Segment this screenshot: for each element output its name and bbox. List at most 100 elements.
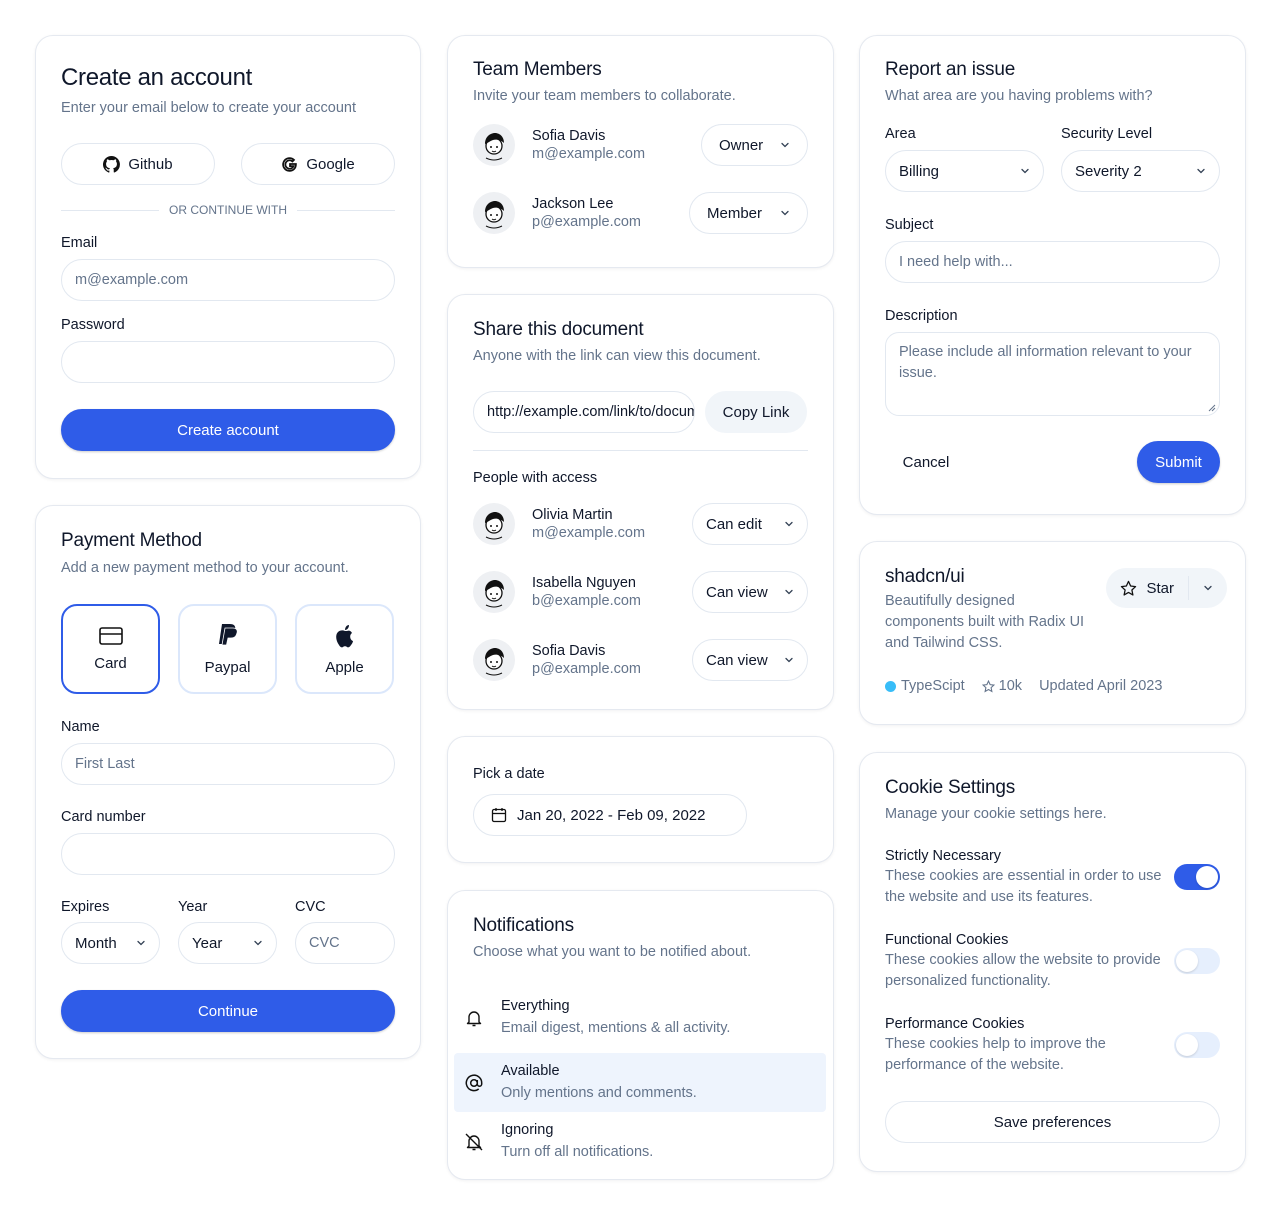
person-email: p@example.com — [532, 661, 642, 677]
password-label: Password — [61, 317, 125, 333]
repo-name[interactable]: shadcn/ui — [885, 566, 965, 587]
create-account-button[interactable]: Create account — [61, 409, 395, 451]
date-range-button[interactable]: Jan 20, 2022 - Feb 09, 2022 — [473, 794, 747, 836]
payment-option-label: Card — [94, 654, 127, 672]
google-button[interactable]: Google — [241, 143, 395, 185]
copy-link-button[interactable]: Copy Link — [705, 391, 807, 433]
access-select[interactable]: Can view — [692, 639, 808, 681]
month-value: Month — [75, 934, 117, 952]
notification-option-everything[interactable]: Everything Email digest, mentions & all a… — [454, 992, 827, 1047]
language-dot — [885, 680, 896, 692]
payment-option-apple[interactable]: Apple — [295, 604, 394, 694]
security-level-label: Security Level — [1061, 126, 1153, 142]
chevron-down-icon — [1203, 583, 1213, 593]
month-select[interactable]: Month — [61, 922, 160, 964]
paypal-icon — [218, 623, 238, 645]
access-value: Can view — [706, 651, 768, 669]
card-title: Payment Method — [61, 530, 202, 551]
share-link-value: http://example.com/link/to/document — [487, 404, 694, 420]
area-label: Area — [885, 126, 916, 142]
github-label: Github — [128, 155, 173, 173]
notification-option-ignoring[interactable]: Ignoring Turn off all notifications. — [454, 1112, 827, 1171]
role-select[interactable]: Member — [689, 192, 808, 234]
notification-option-available[interactable]: Available Only mentions and comments. — [454, 1053, 826, 1112]
member-name: Sofia Davis — [532, 128, 606, 144]
chevron-down-icon — [253, 938, 263, 948]
card-number-input[interactable] — [61, 833, 395, 875]
star-label: Star — [1146, 579, 1174, 597]
cvc-placeholder: CVC — [309, 935, 340, 951]
role-select[interactable]: Owner — [701, 124, 808, 166]
password-input[interactable] — [61, 341, 395, 383]
star-dropdown-button[interactable] — [1189, 583, 1227, 593]
description-placeholder: Please include all information relevant … — [899, 344, 1192, 381]
card-title: Cookie Settings — [885, 777, 1016, 798]
card-subtitle: What area are you having problems with? — [885, 88, 1153, 104]
github-icon — [103, 155, 121, 173]
cookie-option-strictly-necessary: Strictly Necessary These cookies are esse… — [885, 846, 1220, 908]
save-preferences-button[interactable]: Save preferences — [885, 1101, 1220, 1143]
github-button[interactable]: Github — [61, 143, 215, 185]
description-textarea[interactable]: Please include all information relevant … — [885, 332, 1220, 416]
submit-button[interactable]: Submit — [1137, 441, 1220, 483]
expires-label: Expires — [61, 899, 110, 915]
calendar-icon — [491, 808, 507, 823]
star-button[interactable]: Star — [1106, 580, 1188, 597]
card-number-label: Card number — [61, 809, 146, 825]
name-input[interactable]: First Last — [61, 743, 395, 785]
subject-input[interactable]: I need help with... — [885, 241, 1220, 283]
description-label: Description — [885, 308, 958, 324]
cookie-desc: These cookies allow the website to provi… — [885, 952, 1161, 989]
cvc-input[interactable]: CVC — [295, 922, 395, 964]
chevron-down-icon — [780, 140, 790, 150]
card-subtitle: Manage your cookie settings here. — [885, 806, 1107, 822]
repo-language: TypeScipt — [901, 678, 965, 694]
payment-option-label: Apple — [325, 658, 364, 676]
cvc-label: CVC — [295, 899, 326, 915]
payment-option-label: Paypal — [204, 658, 251, 676]
continue-button[interactable]: Continue — [61, 990, 395, 1032]
avatar — [473, 503, 515, 545]
subject-label: Subject — [885, 217, 934, 233]
email-input[interactable]: m@example.com — [61, 259, 395, 301]
cancel-button[interactable]: Cancel — [885, 441, 967, 483]
email-label: Email — [61, 235, 98, 251]
access-select[interactable]: Can edit — [692, 503, 808, 545]
year-label: Year — [178, 899, 208, 915]
star-button-group: Star — [1106, 568, 1227, 608]
card-subtitle: Anyone with the link can view this docum… — [473, 348, 761, 364]
strictly-necessary-toggle[interactable] — [1174, 864, 1220, 890]
year-select[interactable]: Year — [178, 922, 277, 964]
share-document-card: Share this document Anyone with the link… — [447, 294, 834, 710]
card-title: Create an account — [61, 64, 253, 91]
role-value: Member — [707, 204, 763, 222]
person-row: Isabella Nguyen b@example.com Can view — [473, 571, 808, 613]
divider — [473, 450, 808, 451]
option-desc: Email digest, mentions & all activity. — [501, 1020, 731, 1036]
google-icon — [282, 156, 298, 172]
person-name: Isabella Nguyen — [532, 575, 636, 591]
cookie-settings-card: Cookie Settings Manage your cookie setti… — [859, 752, 1246, 1172]
avatar — [473, 639, 515, 681]
performance-cookies-toggle[interactable] — [1174, 1032, 1220, 1058]
email-placeholder: m@example.com — [75, 272, 189, 288]
resize-handle-icon[interactable] — [1208, 404, 1216, 412]
google-label: Google — [306, 155, 355, 173]
divider: OR CONTINUE WITH — [61, 203, 395, 217]
security-level-select[interactable]: Severity 2 — [1061, 150, 1220, 192]
functional-cookies-toggle[interactable] — [1174, 948, 1220, 974]
payment-option-paypal[interactable]: Paypal — [178, 604, 277, 694]
payment-method-card: Payment Method Add a new payment method … — [35, 505, 421, 1059]
notifications-card: Notifications Choose what you want to be… — [447, 890, 834, 1180]
person-email: m@example.com — [532, 525, 646, 541]
share-link-input[interactable]: http://example.com/link/to/document — [473, 391, 695, 433]
area-select[interactable]: Billing — [885, 150, 1044, 192]
payment-option-card[interactable]: Card — [61, 604, 160, 694]
chevron-down-icon — [1196, 166, 1206, 176]
chevron-down-icon — [780, 208, 790, 218]
avatar — [473, 124, 515, 166]
cookie-option-functional: Functional Cookies These cookies allow th… — [885, 930, 1220, 992]
access-value: Can view — [706, 583, 768, 601]
access-select[interactable]: Can view — [692, 571, 808, 613]
cookie-desc: These cookies are essential in order to … — [885, 868, 1162, 905]
